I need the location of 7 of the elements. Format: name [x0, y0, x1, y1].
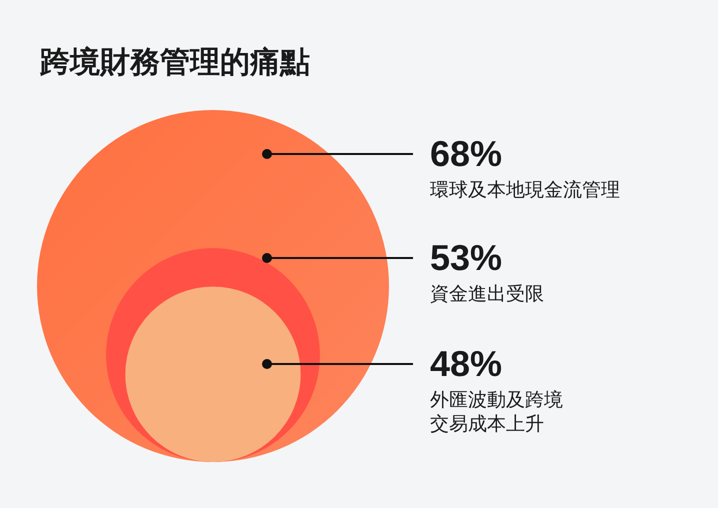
category-label: 環球及本地現金流管理 [430, 179, 620, 201]
data-label: 48% [430, 343, 502, 384]
text: 跨境財務管理的痛點 [39, 45, 310, 79]
category-label: 資金進出受限 [430, 284, 544, 305]
data-label: 53% [430, 237, 502, 278]
category-label: 外匯波動及跨境交易成本上升 [430, 389, 563, 435]
data-label: 68% [430, 133, 502, 174]
